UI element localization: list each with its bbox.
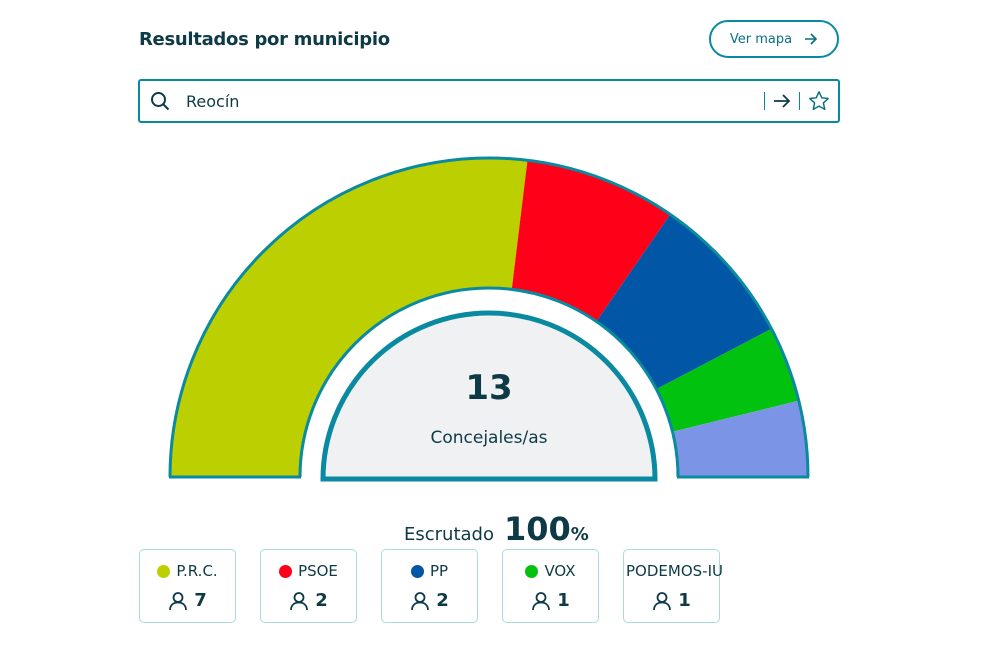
seat-segment-vox	[656, 328, 799, 432]
seat-segment-psoe	[511, 160, 671, 322]
party-seats: 7	[194, 590, 207, 611]
party-card[interactable]: VOX 1	[502, 549, 599, 623]
chart-outer-border	[168, 156, 810, 478]
view-map-label: Ver mapa	[729, 31, 793, 47]
seats-label: Concejales/as	[430, 428, 548, 448]
arrow-right-icon[interactable]	[773, 93, 791, 109]
party-color-dot	[410, 564, 424, 578]
party-seats: 1	[557, 590, 570, 611]
seat-segment-p-r-c-	[170, 157, 528, 477]
party-name: PODEMOS-IU	[626, 562, 723, 580]
municipality-search	[138, 79, 840, 123]
party-color-dot	[157, 564, 171, 578]
divider	[764, 92, 765, 110]
party-card[interactable]: PP 2	[381, 549, 478, 623]
person-icon	[652, 591, 672, 611]
total-seats: 13	[465, 368, 513, 408]
party-seats: 2	[315, 590, 328, 611]
person-icon	[168, 591, 188, 611]
person-icon	[289, 591, 309, 611]
star-icon[interactable]	[808, 90, 830, 112]
divider	[799, 92, 800, 110]
search-icon	[150, 91, 170, 111]
party-card[interactable]: PSOE 2	[260, 549, 357, 623]
party-card[interactable]: PODEMOS-IU 1	[623, 549, 723, 623]
party-card[interactable]: P.R.C. 7	[139, 549, 236, 623]
person-icon	[410, 591, 430, 611]
page-title: Resultados por municipio	[139, 29, 390, 50]
party-color-dot	[525, 564, 539, 578]
scrutiny-label: Escrutado	[404, 524, 494, 545]
seat-segment-podemos-iu	[672, 400, 809, 477]
center-panel	[320, 310, 658, 482]
seat-segment-pp	[596, 214, 772, 390]
party-name: P.R.C.	[176, 562, 218, 580]
party-name: PSOE	[298, 562, 338, 580]
person-icon	[531, 591, 551, 611]
party-color-dot	[279, 564, 293, 578]
party-seats: 2	[436, 590, 449, 611]
search-input[interactable]	[184, 90, 756, 112]
party-seats: 1	[678, 590, 691, 611]
arrow-right-icon	[804, 32, 818, 46]
scrutiny-status: Escrutado 100%	[404, 510, 589, 548]
view-map-button[interactable]: Ver mapa	[709, 20, 839, 58]
chart-inner-border	[298, 286, 680, 478]
scrutiny-value: 100	[503, 510, 571, 548]
scrutiny-unit: %	[570, 524, 589, 545]
party-name: PP	[429, 562, 449, 580]
party-name: VOX	[544, 562, 576, 580]
